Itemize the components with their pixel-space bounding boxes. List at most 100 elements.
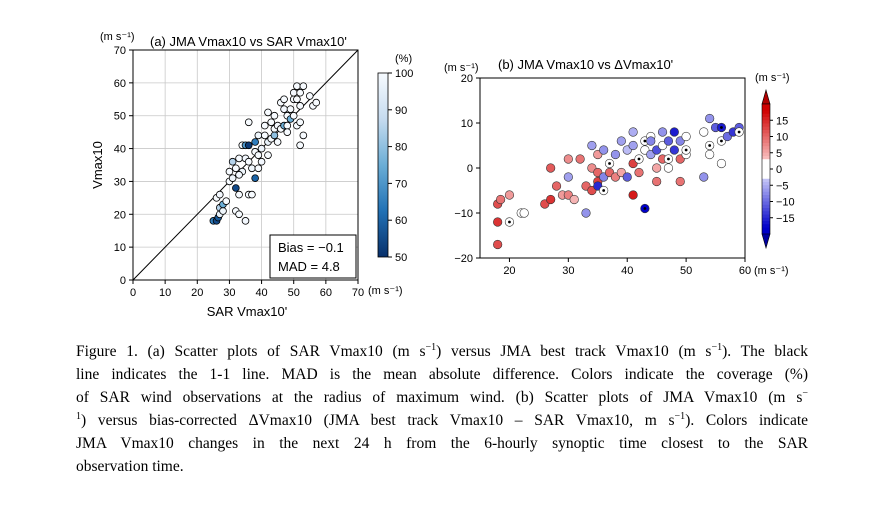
data-point: [675, 176, 685, 187]
data-point: [296, 88, 304, 97]
panel-a: (m s⁻¹) (a) JMA Vmax10 vs SAR Vmax10' 0 1…: [90, 31, 413, 319]
x-tick-label: 60: [320, 287, 332, 299]
data-point: [622, 172, 632, 182]
colorbar-segment: [762, 130, 770, 134]
data-point: [280, 105, 288, 113]
data-point: [669, 127, 679, 137]
panel-a-xlabel: SAR Vmax10': [207, 304, 288, 319]
data-point-marker: [667, 157, 670, 161]
caption-superscript: 1: [76, 410, 81, 422]
colorbar-segment: [762, 211, 770, 215]
data-point: [228, 174, 237, 182]
x-tick-label: 10: [159, 287, 171, 299]
colorbar-segment: [762, 146, 770, 150]
data-point: [296, 141, 304, 150]
colorbar-segment: [762, 195, 770, 199]
colorbar-segment: [762, 149, 770, 154]
panel-a-title: (a) JMA Vmax10 vs SAR Vmax10': [150, 34, 347, 49]
data-point: [267, 118, 276, 127]
caption-line: of SAR wind observations at the radius o…: [76, 386, 808, 409]
panel-a-ylabel: Vmax10: [90, 141, 105, 189]
caption-line: observation time.: [76, 455, 808, 478]
data-point: [222, 197, 231, 205]
panel-b-x-unit: (m s⁻¹): [754, 265, 789, 277]
data-point-marker: [637, 157, 641, 161]
data-point-marker: [708, 144, 712, 147]
x-tick-label: 40: [621, 265, 633, 277]
data-point: [305, 92, 314, 100]
colorbar-segment: [762, 104, 770, 108]
panel-a-y-unit: (m s⁻¹): [100, 31, 135, 43]
x-tick-label: 60: [739, 265, 751, 277]
data-point: [293, 82, 301, 90]
data-point: [575, 154, 585, 164]
data-point: [296, 102, 304, 110]
x-tick-label: 20: [191, 287, 203, 299]
data-point: [519, 208, 529, 218]
data-point: [628, 190, 638, 200]
x-tick-label: 30: [562, 265, 574, 277]
data-point: [496, 194, 506, 205]
colorbar-tick-label: 5: [776, 148, 782, 160]
colorbar-tick-label: 0: [776, 164, 782, 176]
data-point: [681, 131, 691, 142]
data-point: [280, 95, 288, 104]
y-tick-label: 70: [114, 45, 126, 57]
data-point: [569, 194, 579, 205]
data-point-marker: [684, 148, 688, 152]
data-point: [283, 128, 292, 136]
colorbar-segment: [762, 175, 770, 180]
x-tick-label: 30: [223, 287, 235, 299]
data-point: [546, 194, 556, 205]
data-point: [257, 157, 266, 166]
data-point-marker: [508, 220, 511, 224]
colorbar-segment: [762, 162, 770, 167]
colorbar-extend-max: [761, 88, 771, 105]
data-point: [241, 217, 250, 225]
data-point: [257, 144, 266, 153]
caption-text: ) versus bias-corrected ΔVmax10 (JMA bes…: [81, 412, 675, 429]
data-point-marker: [737, 130, 741, 134]
caption-superscript: −1: [425, 341, 437, 353]
svg-text:Bias = −0.1: Bias = −0.1: [278, 240, 344, 255]
data-point: [228, 157, 237, 166]
colorbar-segment: [762, 123, 770, 128]
colorbar-segment: [762, 107, 770, 111]
colorbar-tick-label: −10: [776, 197, 795, 209]
data-point: [244, 118, 253, 127]
panel-b-colorbar-label: (m s⁻¹): [755, 72, 790, 84]
colorbar-segment: [762, 224, 770, 228]
data-point: [286, 105, 295, 113]
data-point: [270, 111, 279, 120]
y-tick-label: 20: [461, 73, 473, 85]
y-tick-label: 40: [114, 144, 126, 156]
data-point: [493, 217, 503, 227]
data-point: [289, 111, 298, 120]
panel-a-ticks: 0 10 20 30 40 50 60 70 0 10 20 30 40 50 60 70: [114, 45, 364, 299]
caption-text: JMA Vmax10 changes in the next 24 h from…: [76, 435, 808, 452]
colorbar-segment: [762, 188, 770, 193]
panel-b-ticks: 20 30 40 50 60 −20 −10 0 10 20: [454, 73, 751, 277]
data-point: [293, 95, 301, 104]
colorbar-tick-label: 50: [395, 252, 407, 264]
caption-text: observation time.: [76, 458, 184, 475]
data-point: [652, 176, 662, 187]
y-tick-label: 10: [461, 118, 473, 130]
data-point: [254, 151, 263, 159]
panel-b-colorbar: (m s⁻¹) 15 10 5 0 −5 −10 −15: [755, 72, 795, 250]
data-point: [699, 127, 709, 137]
data-point: [273, 138, 282, 146]
data-point: [254, 164, 263, 173]
caption-text: of SAR wind observations at the radius o…: [76, 389, 803, 406]
colorbar-segment: [762, 143, 770, 147]
data-point-marker: [643, 207, 647, 210]
data-point: [283, 121, 292, 130]
data-point: [289, 88, 298, 97]
panel-a-reference-line: [132, 49, 359, 281]
colorbar-tick-label: 60: [395, 215, 407, 227]
data-point: [251, 174, 259, 182]
colorbar-segment: [762, 185, 770, 189]
data-point: [599, 145, 609, 155]
data-point: [652, 163, 662, 173]
colorbar-segment: [762, 133, 770, 137]
